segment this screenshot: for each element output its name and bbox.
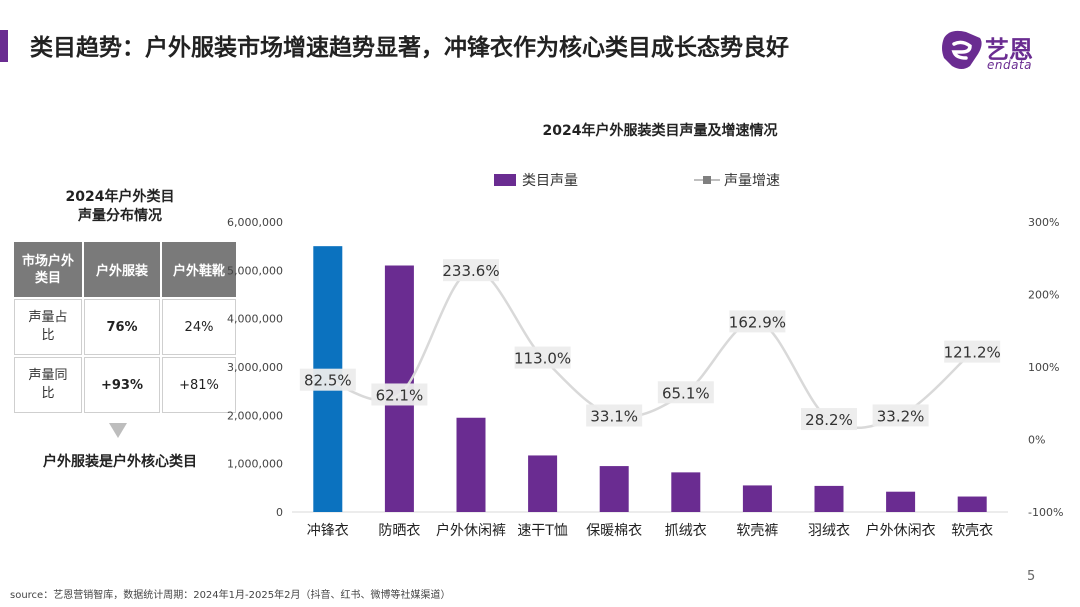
y-tick-label-right: 200% <box>1028 289 1059 302</box>
data-label-box <box>944 340 1001 363</box>
data-label-box <box>872 404 929 427</box>
bar <box>886 491 916 512</box>
y-tick-label-left: 6,000,000 <box>227 216 283 229</box>
data-label-box <box>371 383 428 406</box>
table-cell: +81% <box>162 357 236 413</box>
data-label: 233.6% <box>442 262 499 280</box>
x-tick-label: 户外休闲裤 <box>436 522 506 539</box>
table-row: 声量占比 76% 24% <box>14 299 236 355</box>
bar <box>742 485 772 512</box>
side-panel-title-line2: 声量分布情况 <box>78 208 162 224</box>
data-label-box <box>299 368 356 391</box>
x-tick-label: 抓绒衣 <box>665 523 707 539</box>
legend-line-marker <box>703 176 711 184</box>
x-tick-label: 速干T恤 <box>517 523 568 539</box>
legend-label: 类目声量 <box>522 173 578 189</box>
side-panel-title-line1: 2024年户外类目 <box>65 189 175 205</box>
x-tick-label: 冲锋衣 <box>307 523 349 539</box>
table-header-cell: 市场户外类目 <box>14 242 82 297</box>
table-header-cell: 户外服装 <box>84 242 160 297</box>
bar <box>599 466 629 512</box>
data-label: 162.9% <box>729 313 786 331</box>
data-label: 28.2% <box>805 411 853 429</box>
logo-text-en: endata <box>987 58 1033 72</box>
x-tick-label: 羽绒衣 <box>808 523 850 539</box>
conclusion-text: 户外服装是户外核心类目 <box>43 454 197 470</box>
bar <box>528 455 558 512</box>
y-tick-label-left: 4,000,000 <box>227 313 283 326</box>
table-header-row: 市场户外类目 户外服装 户外鞋靴 <box>14 242 236 297</box>
x-tick-label: 软壳衣 <box>951 522 993 539</box>
bar <box>957 496 987 512</box>
data-label: 121.2% <box>944 344 1001 362</box>
table-row-label: 声量占比 <box>14 299 82 355</box>
x-tick-label: 保暖棉衣 <box>586 522 642 539</box>
bar <box>814 485 844 512</box>
side-panel-title: 2024年户外类目 声量分布情况 <box>20 188 220 226</box>
page-title: 类目趋势：户外服装市场增速趋势显著，冲锋衣作为核心类目成长态势良好 <box>30 35 789 61</box>
data-label-box <box>586 404 643 427</box>
x-tick-label: 软壳裤 <box>736 522 778 539</box>
legend-bar-swatch <box>494 174 516 186</box>
data-label-box <box>801 408 857 431</box>
bar <box>456 417 486 512</box>
y-tick-label-right: -100% <box>1028 506 1063 519</box>
data-label: 33.2% <box>877 407 925 425</box>
data-label-box <box>657 381 714 404</box>
table-cell: 24% <box>162 299 236 355</box>
x-tick-label: 户外休闲衣 <box>866 522 936 539</box>
table-cell: +93% <box>84 357 160 413</box>
legend-label: 声量增速 <box>724 173 780 189</box>
table-row-label: 声量同比 <box>14 357 82 413</box>
distribution-table: 市场户外类目 户外服装 户外鞋靴 声量占比 76% 24% 声量同比 +93% … <box>12 240 238 415</box>
data-label-box <box>729 310 786 333</box>
page-number: 5 <box>1027 569 1036 584</box>
y-tick-label-left: 0 <box>276 506 283 519</box>
title-accent-bar <box>0 30 8 62</box>
endata-logo-icon <box>942 30 982 69</box>
y-tick-label-left: 2,000,000 <box>227 409 283 422</box>
y-tick-label-left: 1,000,000 <box>227 458 283 471</box>
table-row: 声量同比 +93% +81% <box>14 357 236 413</box>
data-label: 82.5% <box>304 372 352 390</box>
y-tick-label-right: 300% <box>1028 216 1059 229</box>
source-note: source：艺恩营销智库，数据统计周期：2024年1月-2025年2月（抖音、… <box>10 590 451 601</box>
chart-title: 2024年户外服装类目声量及增速情况 <box>543 122 778 139</box>
table-header-cell: 户外鞋靴 <box>162 242 236 297</box>
y-tick-label-left: 5,000,000 <box>227 264 283 277</box>
down-arrow-icon <box>109 423 127 438</box>
y-tick-label-left: 3,000,000 <box>227 361 283 374</box>
data-label: 33.1% <box>590 408 638 426</box>
data-label: 65.1% <box>662 384 710 402</box>
logo-text-cn: 艺恩 <box>985 36 1033 64</box>
table-cell: 76% <box>84 299 160 355</box>
data-label-box <box>514 346 571 369</box>
bar <box>671 472 701 512</box>
y-tick-label-right: 100% <box>1028 361 1059 374</box>
data-label: 113.0% <box>514 350 571 368</box>
data-label-box <box>443 259 499 282</box>
data-label: 62.1% <box>376 386 424 404</box>
y-tick-label-right: 0% <box>1028 434 1045 447</box>
x-tick-label: 防晒衣 <box>378 523 420 539</box>
